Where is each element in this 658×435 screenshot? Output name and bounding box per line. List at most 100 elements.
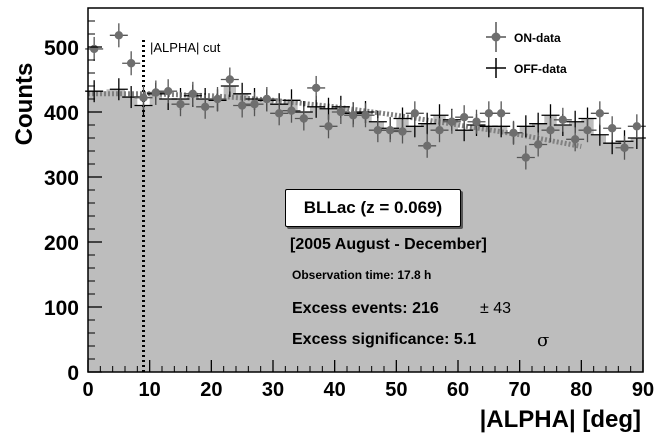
on-data-point — [270, 101, 289, 126]
on-data-marker — [163, 87, 173, 96]
on-data-point — [516, 145, 535, 170]
on-data-marker — [632, 122, 642, 131]
on-data-point — [553, 107, 572, 132]
on-data-point — [590, 101, 609, 126]
on-data-point — [109, 23, 128, 48]
off-data-point — [418, 112, 437, 135]
on-data-point — [183, 81, 202, 106]
y-tick-label: 300 — [44, 167, 79, 190]
on-data-marker — [620, 143, 629, 152]
on-data-marker — [200, 102, 210, 112]
on-data-point — [541, 118, 560, 143]
on-data-marker — [274, 109, 284, 118]
y-tick-label: 500 — [44, 37, 79, 60]
legend-off-label: OFF-data — [514, 62, 567, 76]
off-data-point — [590, 123, 609, 146]
x-tick-label: 90 — [632, 379, 654, 401]
on-data-point — [405, 101, 424, 126]
x-tick-label: 60 — [447, 379, 469, 401]
on-data-marker — [139, 93, 148, 102]
on-data-point — [418, 133, 437, 158]
on-data-marker — [126, 59, 136, 68]
on-data-marker — [509, 128, 518, 137]
on-data-point — [529, 132, 548, 157]
on-data-point — [381, 118, 400, 143]
on-data-point — [257, 87, 276, 111]
on-data-point — [504, 120, 523, 145]
on-data-point — [159, 79, 178, 104]
on-data-marker — [237, 101, 247, 110]
on-data-marker — [447, 117, 457, 126]
on-data-marker — [583, 126, 592, 135]
on-data-marker — [299, 114, 309, 123]
excess-events-label: Excess events: 216 — [292, 300, 439, 317]
on-data-point — [467, 109, 486, 134]
on-data-point — [282, 98, 301, 123]
on-data-point — [307, 75, 326, 100]
legend-on-marker — [491, 32, 501, 42]
on-data-point — [146, 80, 165, 105]
on-data-point — [220, 67, 239, 92]
on-data-point — [615, 135, 634, 160]
y-tick-label: 0 — [67, 362, 79, 385]
sigma-symbol: σ — [537, 330, 550, 351]
x-tick-label: 20 — [200, 379, 222, 401]
excess-events-error: ± 43 — [480, 300, 512, 317]
x-tick-label: 30 — [262, 379, 284, 401]
on-data-marker — [422, 141, 432, 150]
on-data-marker — [570, 135, 580, 144]
on-data-marker — [521, 153, 531, 162]
legend-on-label: ON-data — [514, 31, 561, 45]
on-data-marker — [225, 75, 235, 84]
on-data-point — [393, 119, 412, 144]
on-data-point — [233, 93, 252, 118]
on-data-marker — [348, 111, 358, 120]
x-tick-label: 40 — [324, 379, 346, 401]
on-data-point — [492, 101, 511, 126]
significance-label: Excess significance: 5.1 — [292, 331, 477, 348]
on-data-marker — [262, 94, 272, 104]
source-box: BLLac (z = 0.069) — [285, 189, 461, 227]
on-data-point — [566, 127, 585, 152]
period-label: [2005 August - December] — [290, 236, 487, 253]
x-tick-label: 50 — [385, 379, 407, 401]
on-data-point — [331, 100, 350, 124]
on-data-marker — [607, 124, 617, 133]
on-data-marker — [287, 106, 296, 115]
y-tick-label: 100 — [44, 297, 79, 320]
on-data-marker — [188, 89, 198, 99]
on-data-marker — [558, 115, 568, 125]
on-data-point — [294, 106, 313, 131]
on-data-point — [134, 85, 153, 110]
background-fit-line — [88, 91, 582, 149]
on-data-point — [356, 103, 375, 128]
on-data-marker — [472, 117, 481, 126]
obs-time-label: Observation time: 17.8 h — [292, 268, 432, 282]
on-data-point — [122, 51, 141, 76]
on-data-marker — [114, 31, 124, 40]
on-data-marker — [398, 127, 407, 136]
on-data-point — [245, 92, 264, 117]
x-axis-label: |ALPHA| [deg] — [480, 406, 641, 433]
on-data-marker — [496, 109, 506, 118]
on-data-marker — [410, 109, 420, 118]
on-data-marker — [484, 109, 494, 118]
y-tick-label: 200 — [44, 232, 79, 255]
on-data-marker — [213, 94, 222, 104]
y-axis-label: Counts — [11, 63, 38, 146]
y-tick-label: 400 — [44, 102, 79, 125]
x-tick-label: 10 — [139, 379, 161, 401]
on-data-marker — [250, 100, 259, 109]
on-data-marker — [385, 126, 395, 135]
on-data-point — [196, 94, 215, 119]
off-data-point — [109, 78, 128, 101]
on-data-point — [627, 114, 646, 139]
on-data-point — [430, 118, 449, 143]
on-data-marker — [595, 109, 605, 118]
on-data-marker — [546, 126, 555, 135]
off-data-histogram — [88, 86, 643, 372]
on-data-point — [319, 114, 338, 139]
off-data-point — [516, 115, 535, 138]
on-data-marker — [336, 107, 346, 117]
on-data-point — [171, 92, 190, 117]
